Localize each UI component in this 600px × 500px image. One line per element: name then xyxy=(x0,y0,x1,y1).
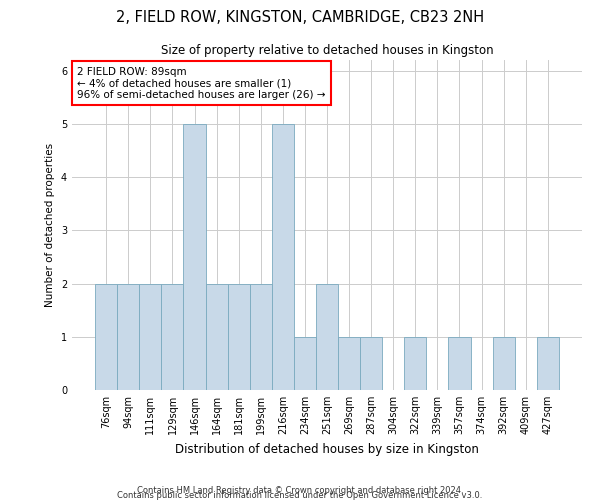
Bar xyxy=(272,124,294,390)
Text: 2, FIELD ROW, KINGSTON, CAMBRIDGE, CB23 2NH: 2, FIELD ROW, KINGSTON, CAMBRIDGE, CB23 … xyxy=(116,10,484,25)
Title: Size of property relative to detached houses in Kingston: Size of property relative to detached ho… xyxy=(161,44,493,58)
Text: Contains HM Land Registry data © Crown copyright and database right 2024.: Contains HM Land Registry data © Crown c… xyxy=(137,486,463,495)
Bar xyxy=(493,337,515,390)
Bar xyxy=(161,284,184,390)
Bar xyxy=(294,337,316,390)
Y-axis label: Number of detached properties: Number of detached properties xyxy=(46,143,55,307)
Text: Contains public sector information licensed under the Open Government Licence v3: Contains public sector information licen… xyxy=(118,490,482,500)
Bar xyxy=(206,284,227,390)
Bar xyxy=(250,284,272,390)
Bar xyxy=(448,337,470,390)
Bar xyxy=(117,284,139,390)
Bar xyxy=(404,337,427,390)
X-axis label: Distribution of detached houses by size in Kingston: Distribution of detached houses by size … xyxy=(175,442,479,456)
Bar xyxy=(184,124,206,390)
Bar xyxy=(360,337,382,390)
Bar xyxy=(95,284,117,390)
Bar xyxy=(537,337,559,390)
Bar xyxy=(227,284,250,390)
Text: 2 FIELD ROW: 89sqm
← 4% of detached houses are smaller (1)
96% of semi-detached : 2 FIELD ROW: 89sqm ← 4% of detached hous… xyxy=(77,66,326,100)
Bar xyxy=(139,284,161,390)
Bar xyxy=(338,337,360,390)
Bar xyxy=(316,284,338,390)
